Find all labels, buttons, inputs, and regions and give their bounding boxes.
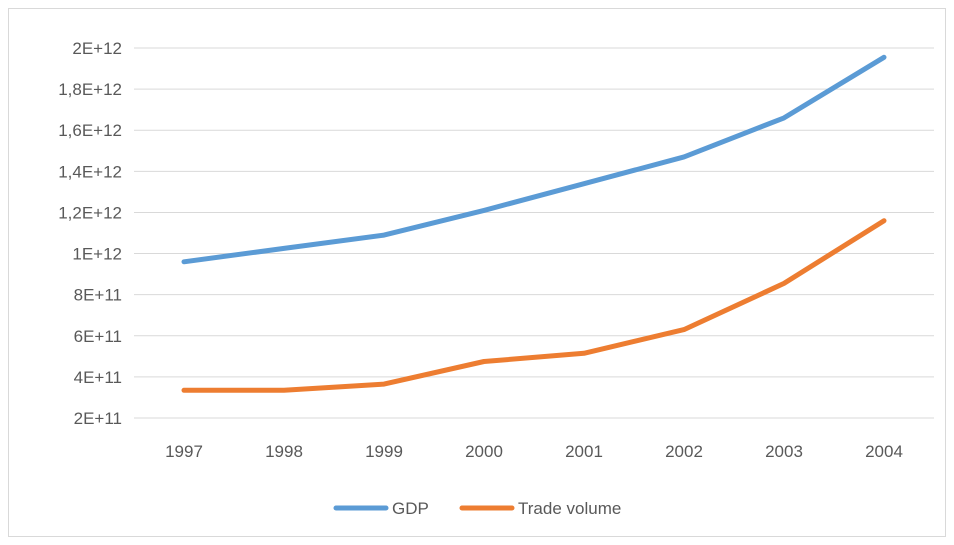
x-tick-label: 2004 [865, 442, 903, 461]
x-axis-tick-labels: 1997 1998 1999 2000 2001 2002 2003 2004 [165, 442, 903, 461]
x-tick-label: 1999 [365, 442, 403, 461]
y-tick-label: 1,4E+12 [58, 162, 122, 181]
x-tick-label: 1997 [165, 442, 203, 461]
legend-label-trade-volume: Trade volume [518, 499, 621, 518]
x-tick-label: 2002 [665, 442, 703, 461]
legend-label-gdp: GDP [392, 499, 429, 518]
x-tick-label: 2003 [765, 442, 803, 461]
legend: GDP Trade volume [333, 499, 621, 518]
y-tick-label: 4E+11 [74, 368, 122, 387]
y-tick-label: 2E+11 [74, 409, 122, 428]
series-line-trade-volume [181, 218, 887, 393]
y-tick-label: 2E+12 [72, 39, 122, 58]
y-tick-label: 6E+11 [74, 327, 122, 346]
x-tick-label: 2001 [565, 442, 603, 461]
x-tick-label: 1998 [265, 442, 303, 461]
y-tick-label: 1,6E+12 [58, 121, 122, 140]
series-lines [181, 54, 887, 393]
y-tick-label: 1,8E+12 [58, 80, 122, 99]
gridlines [134, 47, 934, 419]
y-axis-tick-labels: 2E+11 4E+11 6E+11 8E+11 1E+12 1,2E+12 1,4E+12 1… [58, 39, 122, 428]
chart-frame [8, 8, 946, 537]
series-line-gdp [181, 54, 887, 265]
y-tick-label: 1E+12 [72, 245, 122, 264]
y-tick-label: 1,2E+12 [58, 203, 122, 222]
y-tick-label: 8E+11 [74, 286, 122, 305]
x-tick-label: 2000 [465, 442, 503, 461]
